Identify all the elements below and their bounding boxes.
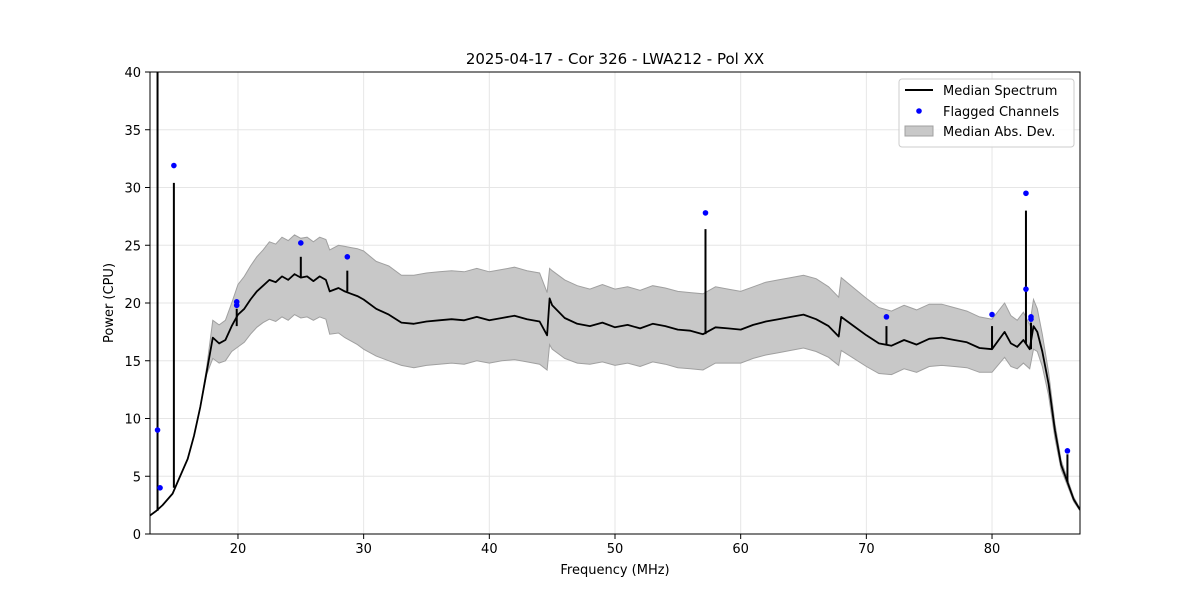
flagged-point <box>233 302 240 309</box>
x-tick-label: 60 <box>732 542 749 557</box>
y-tick-label: 40 <box>124 66 141 81</box>
plot-area <box>150 72 1080 517</box>
legend-label-median: Median Spectrum <box>943 84 1057 99</box>
legend-label-flagged: Flagged Channels <box>943 105 1059 120</box>
x-tick-label: 80 <box>984 542 1001 557</box>
x-axis-label: Frequency (MHz) <box>560 563 669 578</box>
y-axis-ticks: 0 5 10 15 20 25 30 35 40 <box>124 66 150 543</box>
x-tick-label: 70 <box>858 542 875 557</box>
y-tick-label: 30 <box>124 182 141 197</box>
flagged-point <box>1064 448 1071 454</box>
median-spectrum-line <box>150 273 1080 517</box>
y-tick-label: 10 <box>124 413 141 428</box>
y-axis-label: Power (CPU) <box>102 263 117 343</box>
flagged-point <box>989 311 995 318</box>
flagged-point <box>154 427 161 433</box>
legend-box <box>898 78 1075 148</box>
flagged-point <box>883 314 890 320</box>
flagged-point <box>344 253 351 260</box>
flagged-channel-points <box>154 162 1071 491</box>
chart-title: 2025-04-17 - Cor 326 - LWA212 - Pol XX <box>466 50 764 68</box>
y-tick-label: 25 <box>124 239 141 254</box>
y-tick-label: 15 <box>124 355 141 370</box>
x-tick-label: 40 <box>481 542 498 557</box>
legend: Median Spectrum Flagged Channels Median … <box>898 78 1075 148</box>
mad-band <box>150 234 1080 516</box>
flagged-point <box>1023 286 1029 292</box>
flagged-point <box>157 485 163 491</box>
x-tick-label: 20 <box>230 542 247 557</box>
spike-lines <box>156 72 1069 511</box>
flagged-point <box>1023 190 1029 197</box>
x-axis-ticks: 20 30 40 50 60 70 80 <box>230 534 1001 557</box>
x-tick-label: 50 <box>607 542 624 557</box>
flagged-point <box>298 240 304 246</box>
y-tick-label: 35 <box>124 124 141 139</box>
y-tick-label: 0 <box>133 528 141 543</box>
y-tick-label: 5 <box>133 470 141 485</box>
flagged-point <box>1028 316 1034 322</box>
legend-label-mad: Median Abs. Dev. <box>943 125 1055 140</box>
flagged-point <box>171 162 177 169</box>
flagged-point <box>702 210 709 216</box>
legend-dot-swatch <box>916 108 922 114</box>
y-tick-label: 20 <box>124 297 141 312</box>
x-tick-label: 30 <box>355 542 372 557</box>
legend-band-swatch <box>904 125 934 137</box>
